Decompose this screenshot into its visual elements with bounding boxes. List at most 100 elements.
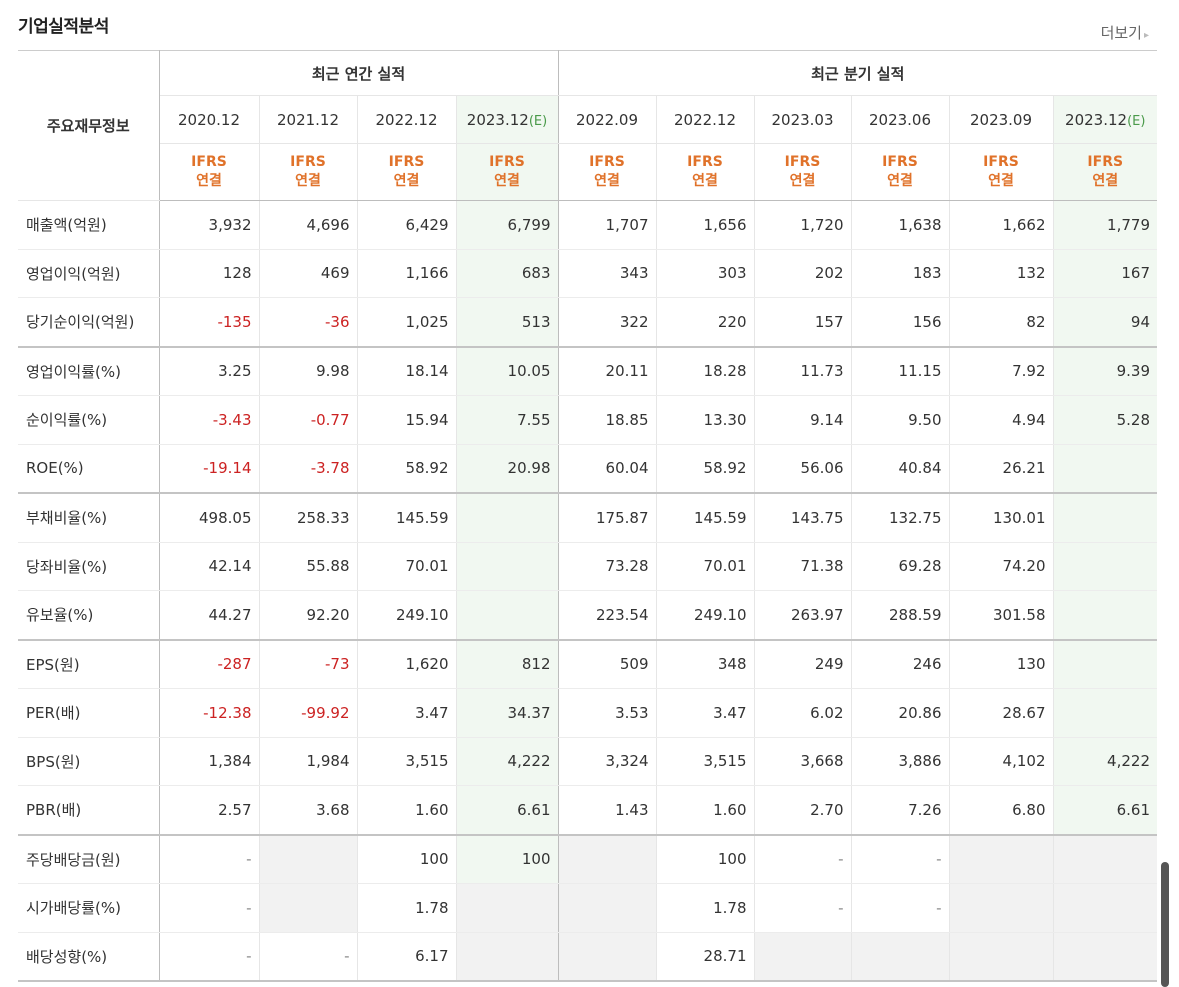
estimate-mark: (E) xyxy=(1127,113,1146,129)
table-cell: - xyxy=(158,932,259,982)
table-cell: 1.43 xyxy=(557,785,656,836)
table-cell: 42.14 xyxy=(158,542,259,591)
period-header: 2022.12 xyxy=(356,95,456,144)
period-date: 2023.03 xyxy=(771,110,834,129)
section-title: 기업실적분석 xyxy=(18,17,109,37)
consolidated-label: 연결 xyxy=(988,173,1014,189)
table-cell: 3.47 xyxy=(356,688,456,738)
table-cell: -19.14 xyxy=(158,444,259,494)
period-header: 2023.06 xyxy=(850,95,949,144)
table-cell: 1,384 xyxy=(158,737,259,786)
table-cell: 3,886 xyxy=(850,737,949,786)
table-cell: 4,222 xyxy=(455,737,558,786)
table-cell: 55.88 xyxy=(258,542,357,591)
table-cell xyxy=(455,493,558,543)
table-cell: 92.20 xyxy=(258,590,357,641)
label-header: 주요재무정보 xyxy=(18,50,160,201)
table-cell: 20.98 xyxy=(455,444,558,494)
table-cell: 157 xyxy=(753,297,851,348)
ifrs-header: IFRS 연결 xyxy=(356,143,456,201)
table-cell: 183 xyxy=(850,249,949,298)
table-cell: -12.38 xyxy=(158,688,259,738)
table-cell: 3.47 xyxy=(655,688,754,738)
period-date: 2022.12 xyxy=(673,110,737,129)
table-cell: 11.73 xyxy=(753,346,851,396)
table-cell xyxy=(1052,883,1157,933)
table-cell: 28.67 xyxy=(948,688,1053,738)
table-cell: 10.05 xyxy=(455,346,558,396)
row-label: ROE(%) xyxy=(18,444,160,494)
table-cell: 1,720 xyxy=(753,200,851,250)
table-cell: 34.37 xyxy=(455,688,558,738)
table-row: 당기순이익(억원) -135 -36 1,025 513 322 220 157 156 82 94 xyxy=(18,297,1157,348)
table-cell: 3.68 xyxy=(258,785,357,836)
table-cell: 288.59 xyxy=(850,590,949,641)
table-cell: 249 xyxy=(753,639,851,689)
period-header: 2023.09 xyxy=(948,95,1053,144)
table-cell: 223.54 xyxy=(557,590,656,641)
table-cell: - xyxy=(158,883,259,933)
table-cell: 1,638 xyxy=(850,200,949,250)
table-cell: 513 xyxy=(455,297,558,348)
table-cell xyxy=(1052,542,1157,591)
table-cell: 220 xyxy=(655,297,754,348)
row-label: 당기순이익(억원) xyxy=(18,297,160,348)
table-cell: 94 xyxy=(1052,297,1157,348)
table-cell: 9.14 xyxy=(753,395,851,445)
ifrs-header: IFRS 연결 xyxy=(655,143,754,201)
more-label: 더보기 xyxy=(1100,24,1142,42)
table-cell: 1,166 xyxy=(356,249,456,298)
table-cell: 9.39 xyxy=(1052,346,1157,396)
table-cell: 3,515 xyxy=(356,737,456,786)
table-cell: 1,779 xyxy=(1052,200,1157,250)
table-cell: 3.25 xyxy=(158,346,259,396)
table-row: 영업이익률(%) 3.25 9.98 18.14 10.05 20.11 18.28 11.7… xyxy=(18,346,1157,396)
table-cell: -99.92 xyxy=(258,688,357,738)
period-header: 2022.09 xyxy=(557,95,656,144)
more-link[interactable]: 더보기 ▸ xyxy=(1101,22,1149,43)
period-date: 2023.09 xyxy=(969,110,1033,129)
table-cell: 82 xyxy=(948,297,1053,348)
table-cell: 469 xyxy=(258,249,357,298)
consolidated-label: 연결 xyxy=(887,173,913,189)
table-cell: 1,662 xyxy=(948,200,1053,250)
table-row: 순이익률(%) -3.43 -0.77 15.94 7.55 18.85 13.30 9.14… xyxy=(18,395,1157,445)
table-cell xyxy=(850,932,949,982)
consolidated-label: 연결 xyxy=(692,173,718,189)
row-label: 주당배당금(원) xyxy=(18,834,160,884)
table-cell: 5.28 xyxy=(1052,395,1157,445)
table-cell: 258.33 xyxy=(258,493,357,543)
period-header: 2023.12(E) xyxy=(455,95,558,144)
period-date: 2023.12 xyxy=(1065,110,1128,129)
table-cell: 18.85 xyxy=(557,395,656,445)
table-cell xyxy=(1052,639,1157,689)
table-cell: 58.92 xyxy=(356,444,456,494)
table-cell: 1,025 xyxy=(356,297,456,348)
table-cell: 1.60 xyxy=(356,785,456,836)
table-cell: 20.11 xyxy=(557,346,656,396)
ifrs-header: IFRS 연결 xyxy=(258,143,357,201)
table-cell: 1,984 xyxy=(258,737,357,786)
table-row: 유보율(%) 44.27 92.20 249.10 223.54 249.10 263.97… xyxy=(18,590,1157,641)
table-cell: 156 xyxy=(850,297,949,348)
table-cell: 202 xyxy=(753,249,851,298)
table-cell: 303 xyxy=(655,249,754,298)
chevron-right-icon: ▸ xyxy=(1143,30,1149,41)
row-label: 부채비율(%) xyxy=(18,493,160,543)
consolidated-label: 연결 xyxy=(594,173,620,189)
ifrs-header: IFRS 연결 xyxy=(557,143,656,201)
table-cell: 143.75 xyxy=(753,493,851,543)
row-label: EPS(원) xyxy=(18,639,160,689)
table-cell: -73 xyxy=(258,639,357,689)
ifrs-label: IFRS xyxy=(1087,154,1124,170)
table-cell xyxy=(557,932,656,982)
scrollbar[interactable] xyxy=(1161,862,1169,987)
group-header-quarter: 최근 분기 실적 xyxy=(557,50,1157,96)
table-cell: 812 xyxy=(455,639,558,689)
ifrs-header: IFRS 연결 xyxy=(948,143,1053,201)
table-cell: 6.80 xyxy=(948,785,1053,836)
table-cell: 3.53 xyxy=(557,688,656,738)
table-cell: - xyxy=(850,883,949,933)
table-cell: 6.02 xyxy=(753,688,851,738)
table-cell: 4,696 xyxy=(258,200,357,250)
